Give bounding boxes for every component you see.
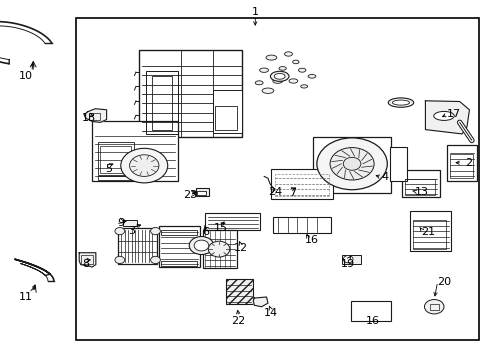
Text: 10: 10 <box>19 71 33 81</box>
FancyBboxPatch shape <box>409 211 450 251</box>
Text: 18: 18 <box>82 113 96 123</box>
Ellipse shape <box>272 79 282 83</box>
Text: 24: 24 <box>267 186 282 197</box>
Circle shape <box>208 241 229 257</box>
Ellipse shape <box>284 52 292 56</box>
FancyBboxPatch shape <box>139 50 242 137</box>
FancyBboxPatch shape <box>197 191 205 195</box>
Polygon shape <box>425 101 468 134</box>
FancyBboxPatch shape <box>401 170 439 197</box>
Text: 5: 5 <box>105 164 112 174</box>
Text: 2: 2 <box>464 158 471 168</box>
FancyBboxPatch shape <box>225 279 252 304</box>
Text: 12: 12 <box>233 243 247 253</box>
FancyBboxPatch shape <box>205 213 260 230</box>
Polygon shape <box>79 253 96 267</box>
Text: 20: 20 <box>436 276 450 287</box>
Text: 4: 4 <box>381 172 388 182</box>
FancyBboxPatch shape <box>203 230 237 268</box>
Ellipse shape <box>298 68 305 72</box>
Text: 3: 3 <box>128 226 135 236</box>
FancyBboxPatch shape <box>389 147 407 181</box>
Text: 11: 11 <box>19 292 33 302</box>
Circle shape <box>115 228 124 235</box>
Text: 22: 22 <box>231 316 245 326</box>
Ellipse shape <box>288 79 297 83</box>
Text: 21: 21 <box>420 227 434 237</box>
Circle shape <box>150 228 160 235</box>
Circle shape <box>189 237 213 255</box>
Ellipse shape <box>300 85 307 88</box>
Text: 19: 19 <box>341 258 354 269</box>
FancyBboxPatch shape <box>342 255 360 264</box>
Text: 23: 23 <box>183 190 196 200</box>
Ellipse shape <box>259 68 268 72</box>
FancyBboxPatch shape <box>212 90 242 133</box>
Circle shape <box>115 256 124 264</box>
Circle shape <box>150 256 160 264</box>
Polygon shape <box>84 109 106 122</box>
Circle shape <box>129 155 159 176</box>
Text: 1: 1 <box>251 6 258 17</box>
FancyBboxPatch shape <box>92 121 177 181</box>
Ellipse shape <box>387 98 413 107</box>
Circle shape <box>329 148 373 180</box>
Text: 15: 15 <box>214 222 227 233</box>
Text: 13: 13 <box>414 186 427 197</box>
Ellipse shape <box>265 55 276 60</box>
FancyBboxPatch shape <box>312 137 390 193</box>
FancyBboxPatch shape <box>271 169 332 199</box>
Circle shape <box>316 138 386 190</box>
FancyBboxPatch shape <box>76 18 478 340</box>
Text: 17: 17 <box>446 109 460 120</box>
FancyBboxPatch shape <box>118 228 157 264</box>
Polygon shape <box>253 297 267 307</box>
FancyBboxPatch shape <box>350 301 390 321</box>
Text: 7: 7 <box>288 188 295 198</box>
FancyBboxPatch shape <box>447 145 476 181</box>
FancyBboxPatch shape <box>195 188 209 196</box>
Ellipse shape <box>433 111 453 120</box>
Ellipse shape <box>270 71 288 81</box>
Ellipse shape <box>278 67 286 70</box>
Text: 8: 8 <box>82 258 89 269</box>
Text: 9: 9 <box>118 218 124 228</box>
Ellipse shape <box>255 81 263 85</box>
Text: 14: 14 <box>263 308 277 318</box>
Ellipse shape <box>391 100 408 105</box>
Ellipse shape <box>262 88 273 94</box>
Text: 6: 6 <box>202 227 208 237</box>
Ellipse shape <box>274 73 285 79</box>
FancyBboxPatch shape <box>159 226 200 267</box>
Circle shape <box>121 148 167 183</box>
Ellipse shape <box>292 60 298 64</box>
FancyBboxPatch shape <box>272 217 330 233</box>
Circle shape <box>343 157 360 170</box>
FancyBboxPatch shape <box>123 220 137 226</box>
Text: 16: 16 <box>305 235 318 246</box>
Text: 16: 16 <box>365 316 379 326</box>
Circle shape <box>194 240 208 251</box>
Circle shape <box>343 256 352 263</box>
Circle shape <box>424 300 443 314</box>
Ellipse shape <box>307 75 315 78</box>
